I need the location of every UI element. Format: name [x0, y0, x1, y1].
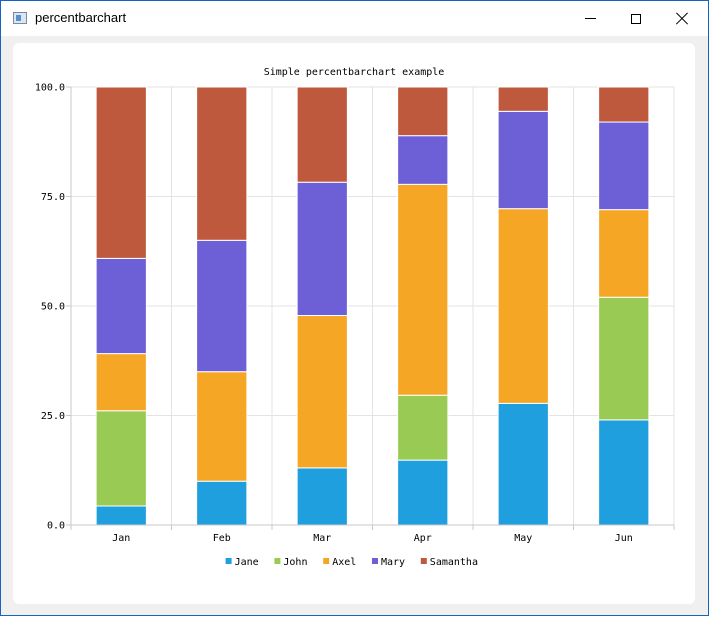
bar-segment-samantha-jun[interactable] — [598, 86, 650, 123]
bar-segment-john-jan[interactable] — [95, 410, 147, 507]
bar-segment-jane-feb[interactable] — [196, 480, 248, 526]
legend-item-john[interactable]: John — [274, 557, 307, 568]
legend-swatch — [274, 558, 281, 564]
maximize-icon — [631, 13, 641, 24]
y-tick-label: 50.0 — [41, 302, 65, 313]
bar-segment-axel-jan[interactable] — [95, 353, 147, 412]
bar-segment-axel-mar[interactable] — [296, 315, 348, 469]
window-title: percentbarchart — [35, 10, 127, 25]
legend-item-samantha[interactable]: Samantha — [420, 557, 478, 568]
bar-segment-samantha-apr[interactable] — [397, 86, 449, 137]
y-tick-label: 100.0 — [35, 83, 65, 94]
bar-segment-jane-may[interactable] — [497, 402, 549, 526]
grid — [70, 86, 675, 526]
x-tick-label: Jan — [112, 533, 130, 544]
bar-segment-axel-jun[interactable] — [598, 209, 650, 298]
legend: Jane John Axel Mary Samantha — [225, 557, 478, 568]
bar-segment-axel-apr[interactable] — [397, 183, 449, 396]
percent-bar-chart: Simple percentbarchart example 0.0 25.0 50… — [35, 67, 675, 568]
bar-segment-jane-mar[interactable] — [296, 467, 348, 526]
bar-segment-axel-may[interactable] — [497, 208, 549, 404]
x-tick-label: Jun — [615, 533, 633, 544]
chart-title: Simple percentbarchart example — [264, 67, 445, 78]
bar-segment-samantha-feb[interactable] — [196, 86, 248, 241]
bar-segment-john-jun[interactable] — [598, 296, 650, 421]
legend-swatch — [225, 558, 232, 564]
bar-segment-samantha-mar[interactable] — [296, 86, 348, 183]
x-tick-label: Apr — [414, 533, 432, 544]
x-tick-label: Mar — [313, 533, 331, 544]
legend-label: John — [283, 557, 307, 568]
legend-label: Mary — [381, 557, 405, 568]
close-button[interactable] — [659, 1, 705, 36]
legend-label: Jane — [235, 557, 259, 568]
legend-label: Samantha — [430, 557, 478, 568]
bar-segment-mary-feb[interactable] — [196, 239, 248, 373]
x-tick-label: May — [514, 533, 532, 544]
bar-segment-samantha-may[interactable] — [497, 86, 549, 112]
bar-segment-samantha-jan[interactable] — [95, 86, 147, 259]
bar-segment-jane-apr[interactable] — [397, 459, 449, 526]
x-tick-label: Feb — [213, 533, 231, 544]
legend-swatch — [420, 558, 427, 564]
minimize-icon — [584, 18, 596, 19]
bar-segment-jane-jan[interactable] — [95, 505, 147, 526]
bar-segment-john-apr[interactable] — [397, 394, 449, 461]
legend-swatch — [372, 558, 378, 564]
minimize-button[interactable] — [567, 1, 613, 36]
legend-swatch — [323, 558, 330, 564]
bar-segment-jane-jun[interactable] — [598, 419, 650, 526]
legend-item-jane[interactable]: Jane — [225, 557, 259, 568]
app-icon — [13, 12, 27, 24]
close-icon — [676, 13, 688, 25]
bar-segment-mary-jun[interactable] — [598, 121, 650, 211]
legend-label: Axel — [332, 557, 356, 568]
maximize-button[interactable] — [613, 1, 659, 36]
bars — [95, 86, 650, 526]
bar-segment-mary-may[interactable] — [497, 110, 549, 210]
bar-segment-mary-mar[interactable] — [296, 181, 348, 317]
bar-segment-axel-feb[interactable] — [196, 371, 248, 482]
chart-panel: Simple percentbarchart example 0.0 25.0 50… — [13, 43, 695, 604]
y-tick-label: 0.0 — [47, 521, 65, 532]
axes: 0.0 25.0 50.0 75.0 100.0 Jan Feb Mar Apr May Jun — [35, 83, 675, 544]
bar-segment-mary-apr[interactable] — [397, 135, 449, 185]
y-tick-label: 25.0 — [41, 411, 65, 422]
legend-item-axel[interactable]: Axel — [323, 557, 356, 568]
y-tick-label: 75.0 — [41, 192, 65, 203]
title-bar[interactable]: percentbarchart — [1, 1, 708, 36]
bar-segment-mary-jan[interactable] — [95, 257, 147, 355]
legend-item-mary[interactable]: Mary — [372, 557, 405, 568]
